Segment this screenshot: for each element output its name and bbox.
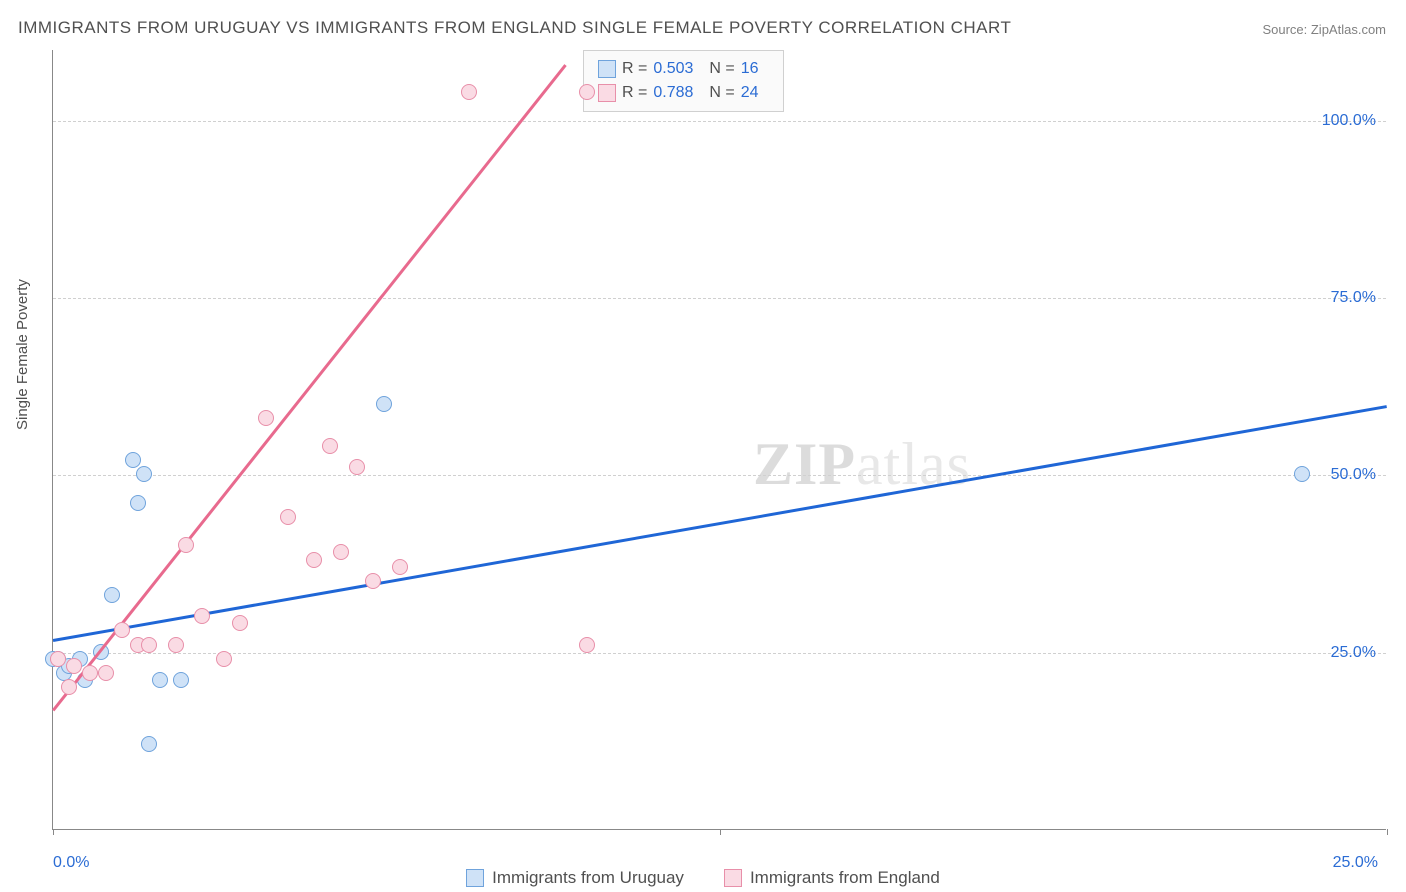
trend-line	[53, 405, 1387, 641]
data-point	[152, 672, 168, 688]
data-point	[322, 438, 338, 454]
correlation-legend: R =0.503N = 16 R =0.788N = 24	[583, 50, 784, 112]
x-tick	[720, 829, 721, 835]
data-point	[173, 672, 189, 688]
series-legend: Immigrants from Uruguay Immigrants from E…	[0, 868, 1406, 888]
gridline	[53, 475, 1386, 476]
data-point	[461, 84, 477, 100]
data-point	[114, 622, 130, 638]
legend-row: R =0.503N = 16	[598, 57, 769, 81]
legend-r-value: 0.788	[653, 81, 703, 105]
data-point	[333, 544, 349, 560]
legend-r-label: R =	[622, 57, 647, 81]
data-point	[232, 615, 248, 631]
data-point	[98, 665, 114, 681]
legend-n-value: 24	[741, 81, 769, 105]
legend-swatch	[598, 60, 616, 78]
data-point	[66, 658, 82, 674]
data-point	[130, 495, 146, 511]
legend-swatch	[598, 84, 616, 102]
x-tick	[53, 829, 54, 835]
data-point	[280, 509, 296, 525]
data-point	[50, 651, 66, 667]
data-point	[141, 736, 157, 752]
legend-swatch	[724, 869, 742, 887]
trend-line	[52, 65, 566, 712]
data-point	[61, 679, 77, 695]
data-point	[306, 552, 322, 568]
data-point	[365, 573, 381, 589]
legend-r-value: 0.503	[653, 57, 703, 81]
data-point	[579, 637, 595, 653]
data-point	[168, 637, 184, 653]
data-point	[178, 537, 194, 553]
data-point	[349, 459, 365, 475]
legend-row: R =0.788N = 24	[598, 81, 769, 105]
gridline	[53, 653, 1386, 654]
legend-n-value: 16	[741, 57, 769, 81]
data-point	[579, 84, 595, 100]
chart-title: IMMIGRANTS FROM URUGUAY VS IMMIGRANTS FR…	[18, 18, 1011, 38]
gridline	[53, 121, 1386, 122]
legend-n-label: N =	[709, 57, 734, 81]
series-legend-item: Immigrants from England	[724, 868, 940, 888]
y-tick-label: 75.0%	[1331, 289, 1376, 307]
data-point	[104, 587, 120, 603]
legend-n-label: N =	[709, 81, 734, 105]
y-tick-label: 25.0%	[1331, 644, 1376, 662]
chart-plot-area: ZIPatlas R =0.503N = 16 R =0.788N = 24 25.0…	[52, 50, 1386, 830]
data-point	[141, 637, 157, 653]
x-tick	[1387, 829, 1388, 835]
legend-swatch	[466, 869, 484, 887]
data-point	[392, 559, 408, 575]
data-point	[125, 452, 141, 468]
y-tick-label: 100.0%	[1322, 112, 1376, 130]
watermark: ZIPatlas	[753, 430, 971, 499]
data-point	[82, 665, 98, 681]
y-tick-label: 50.0%	[1331, 466, 1376, 484]
data-point	[216, 651, 232, 667]
series-legend-label: Immigrants from England	[750, 868, 940, 888]
series-legend-label: Immigrants from Uruguay	[492, 868, 684, 888]
source-attribution: Source: ZipAtlas.com	[1262, 22, 1386, 37]
data-point	[376, 396, 392, 412]
y-axis-label: Single Female Poverty	[14, 279, 31, 430]
legend-r-label: R =	[622, 81, 647, 105]
series-legend-item: Immigrants from Uruguay	[466, 868, 684, 888]
data-point	[258, 410, 274, 426]
data-point	[194, 608, 210, 624]
gridline	[53, 298, 1386, 299]
data-point	[136, 466, 152, 482]
data-point	[1294, 466, 1310, 482]
